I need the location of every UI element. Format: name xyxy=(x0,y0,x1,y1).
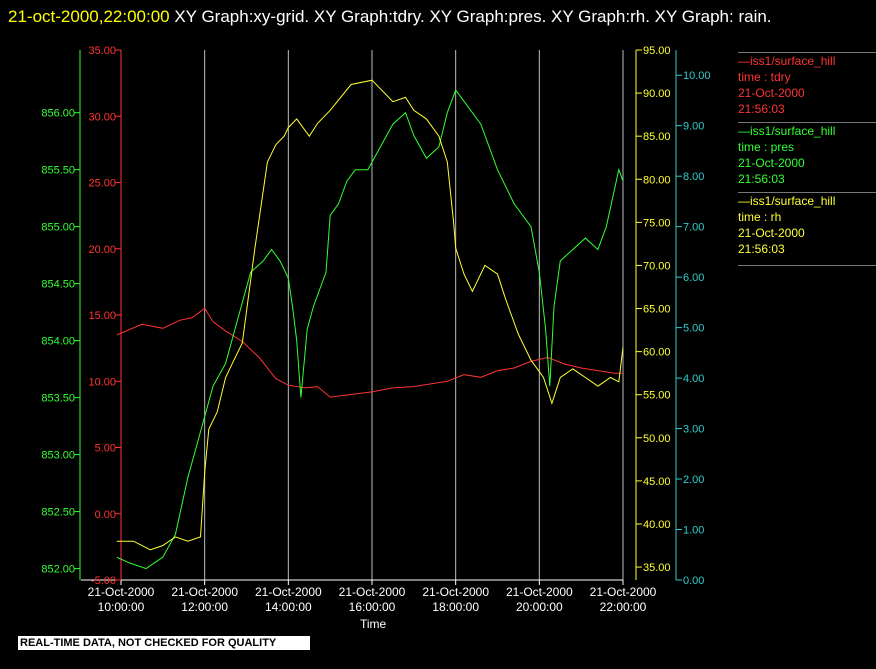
legend-text: time : tdry xyxy=(738,70,791,84)
rain-tick-label: 2.00 xyxy=(683,474,704,486)
rh-tick-label: 65.00 xyxy=(643,304,671,316)
legend-divider xyxy=(738,192,876,193)
x-axis-label: Time xyxy=(360,617,387,631)
x-tick-date: 21-Oct-2000 xyxy=(171,585,238,599)
rh-tick-label: 95.00 xyxy=(643,45,671,57)
title-graphs: XY Graph:xy-grid. XY Graph:tdry. XY Grap… xyxy=(169,7,772,26)
series-rh-line xyxy=(116,79,624,551)
x-tick-time: 22:00:00 xyxy=(600,600,647,614)
legend-text: 21:56:03 xyxy=(738,102,785,116)
legend-text: time : pres xyxy=(738,140,795,154)
rh-tick-label: 80.00 xyxy=(643,174,671,186)
rain-tick-label: 10.00 xyxy=(683,70,711,82)
tdry-tick-label: 0.00 xyxy=(95,509,116,521)
x-tick-date: 21-Oct-2000 xyxy=(255,585,322,599)
rh-tick-label: 45.00 xyxy=(643,476,671,488)
series-pres-line xyxy=(116,88,624,570)
rh-tick-label: 85.00 xyxy=(643,131,671,143)
pres-tick-label: 854.50 xyxy=(41,279,75,291)
rh-tick-label: 75.00 xyxy=(643,217,671,229)
x-tick-date: 21-Oct-2000 xyxy=(590,585,657,599)
pres-tick-label: 856.00 xyxy=(41,108,75,120)
legend-divider xyxy=(738,265,876,266)
legend-text: —iss1/surface_hill xyxy=(738,54,836,68)
legend-divider xyxy=(738,52,876,53)
legend-text: 21-Oct-2000 xyxy=(738,86,805,100)
pres-tick-label: 853.00 xyxy=(41,450,75,462)
rain-tick-label: 0.00 xyxy=(683,575,704,587)
x-tick-time: 10:00:00 xyxy=(98,600,145,614)
legend-text: 21-Oct-2000 xyxy=(738,156,805,170)
legend-divider xyxy=(738,122,876,123)
rain-tick-label: 4.00 xyxy=(683,373,704,385)
rain-tick-label: 3.00 xyxy=(683,424,704,436)
pres-tick-label: 855.50 xyxy=(41,165,75,177)
pres-tick-label: 855.00 xyxy=(41,222,75,234)
legend-text: 21-Oct-2000 xyxy=(738,226,805,240)
x-tick-time: 16:00:00 xyxy=(349,600,396,614)
rh-tick-label: 35.00 xyxy=(643,562,671,574)
rh-tick-label: 50.00 xyxy=(643,433,671,445)
rain-tick-label: 6.00 xyxy=(683,272,704,284)
pres-tick-label: 854.00 xyxy=(41,336,75,348)
legend-text: —iss1/surface_hill xyxy=(738,124,836,138)
tdry-tick-label: -5.00 xyxy=(91,575,116,587)
rh-tick-label: 70.00 xyxy=(643,260,671,272)
tdry-tick-label: 30.00 xyxy=(88,111,116,123)
tdry-tick-label: 5.00 xyxy=(95,443,116,455)
legend-text: 21:56:03 xyxy=(738,172,785,186)
pres-tick-label: 853.50 xyxy=(41,393,75,405)
rain-tick-label: 5.00 xyxy=(683,323,704,335)
rh-tick-label: 60.00 xyxy=(643,347,671,359)
rh-tick-label: 90.00 xyxy=(643,88,671,100)
x-tick-date: 21-Oct-2000 xyxy=(422,585,489,599)
series-tdry-line xyxy=(116,307,623,398)
x-tick-time: 20:00:00 xyxy=(516,600,563,614)
x-tick-time: 18:00:00 xyxy=(432,600,479,614)
quality-disclaimer: REAL-TIME DATA, NOT CHECKED FOR QUALITY xyxy=(18,636,310,650)
x-tick-time: 14:00:00 xyxy=(265,600,312,614)
tdry-tick-label: 15.00 xyxy=(88,310,116,322)
legend-text: 21:56:03 xyxy=(738,242,785,256)
x-tick-date: 21-Oct-2000 xyxy=(506,585,573,599)
rain-tick-label: 1.00 xyxy=(683,525,704,537)
title-timestamp: 21-oct-2000,22:00:00 xyxy=(8,7,170,26)
pres-tick-label: 852.50 xyxy=(41,507,75,519)
tdry-tick-label: 35.00 xyxy=(88,45,116,57)
rh-tick-label: 40.00 xyxy=(643,519,671,531)
rain-tick-label: 7.00 xyxy=(683,222,704,234)
x-tick-time: 12:00:00 xyxy=(181,600,228,614)
legend-text: —iss1/surface_hill xyxy=(738,194,836,208)
rain-tick-label: 8.00 xyxy=(683,171,704,183)
legend-text: time : rh xyxy=(738,210,782,224)
rh-tick-label: 55.00 xyxy=(643,390,671,402)
x-tick-date: 21-Oct-2000 xyxy=(339,585,406,599)
window-title: 21-oct-2000,22:00:00 XY Graph:xy-grid. X… xyxy=(8,4,868,30)
rain-tick-label: 9.00 xyxy=(683,121,704,133)
x-tick-date: 21-Oct-2000 xyxy=(88,585,155,599)
tdry-tick-label: 10.00 xyxy=(88,376,116,388)
tdry-tick-label: 25.00 xyxy=(88,178,116,190)
tdry-tick-label: 20.00 xyxy=(88,244,116,256)
pres-tick-label: 852.00 xyxy=(41,564,75,576)
